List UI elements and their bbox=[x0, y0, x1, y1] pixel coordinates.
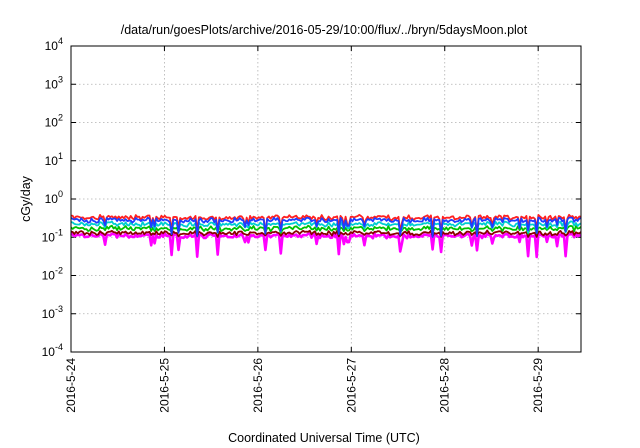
y-tick-label: 101 bbox=[45, 151, 63, 168]
y-tick-label: 102 bbox=[45, 113, 63, 130]
y-tick-label: 104 bbox=[45, 36, 63, 53]
series-line bbox=[70, 216, 582, 238]
y-axis-label: cGy/day bbox=[19, 175, 33, 222]
y-tick-label: 10-3 bbox=[42, 304, 63, 321]
y-tick-label: 10-1 bbox=[42, 227, 63, 244]
x-tick-label: 2016-5-25 bbox=[157, 358, 171, 413]
x-tick-label: 2016-5-27 bbox=[344, 358, 358, 413]
plot-frame bbox=[70, 45, 582, 353]
x-tick-label: 2016-5-28 bbox=[438, 358, 452, 413]
x-tick-label: 2016-5-29 bbox=[531, 358, 545, 413]
y-tick-label: 100 bbox=[45, 189, 63, 206]
x-tick-label: 2016-5-26 bbox=[251, 358, 265, 413]
y-tick-label: 10-2 bbox=[42, 266, 63, 283]
y-tick-label: 10-4 bbox=[42, 342, 63, 359]
series-line bbox=[70, 220, 582, 234]
series-line bbox=[70, 229, 582, 238]
series-line bbox=[70, 231, 582, 259]
x-axis-ticks: 2016-5-24 2016-5-25 2016-5-26 2016-5-27 2016… bbox=[64, 46, 545, 413]
grid bbox=[71, 46, 581, 352]
series-line bbox=[70, 224, 582, 235]
x-tick-label: 2016-5-24 bbox=[64, 358, 78, 413]
y-axis-ticks: 104 103 102 101 100 10-1 10-2 10-3 10-4 bbox=[42, 36, 581, 359]
chart-title: /data/run/goesPlots/archive/2016-05-29/1… bbox=[121, 23, 528, 37]
series-group bbox=[70, 213, 582, 259]
y-tick-label: 103 bbox=[45, 74, 63, 91]
x-axis-label: Coordinated Universal Time (UTC) bbox=[228, 431, 420, 445]
